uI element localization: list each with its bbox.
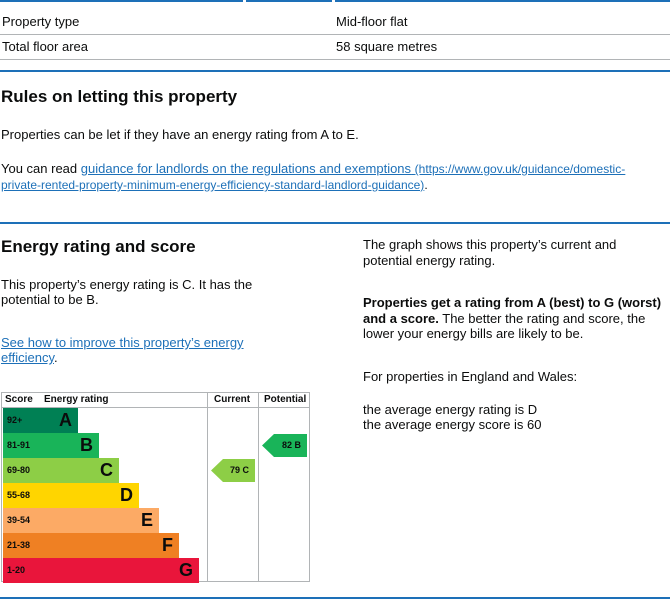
arrow-label: 79 C <box>229 465 249 475</box>
rating-text-1: This property’s energy rating is C. It h… <box>1 277 253 292</box>
region-note: For properties in England and Wales: <box>363 369 578 384</box>
para-text: You can read <box>1 161 81 176</box>
rating-band-d: 55-68 D <box>3 483 139 508</box>
link-url: private-rented-property-minimum-energy-e… <box>1 178 425 192</box>
landlord-guidance-link[interactable]: guidance for landlords on the regulation… <box>81 161 625 176</box>
arrow-label: 82 B <box>281 440 301 450</box>
band-score-range: 39-54 <box>7 515 31 525</box>
band-letter: C <box>100 460 113 480</box>
energy-rating-chart: Score Energy rating Current Potential 92… <box>1 392 310 583</box>
para-text: . <box>54 350 58 365</box>
band-score-range: 69-80 <box>7 465 31 475</box>
band-letter: E <box>140 510 153 530</box>
rating-band-f: 21-38 F <box>3 533 179 558</box>
landlord-guidance-link-cont[interactable]: private-rented-property-minimum-energy-e… <box>1 178 424 192</box>
improve-line-1: See how to improve this property’s energ… <box>1 335 244 351</box>
para-text: The better the rating and score, the <box>438 311 646 326</box>
chart-column-divider <box>258 393 259 581</box>
row-label: Property type <box>2 14 80 29</box>
band-score-range: 1-20 <box>7 565 26 575</box>
graph-desc-1: The graph shows this property’s current … <box>363 237 617 252</box>
table-top-border <box>0 0 243 2</box>
band-letter: F <box>162 535 173 555</box>
band-letter: B <box>80 435 93 455</box>
chart-header-rating: Energy rating <box>44 394 109 405</box>
letting-para-2-cont: private-rented-property-minimum-energy-e… <box>1 177 669 193</box>
average-score: the average energy score is 60 <box>363 417 542 432</box>
chart-column-divider <box>207 393 208 581</box>
letting-heading: Rules on letting this property <box>1 87 238 106</box>
band-score-range: 55-68 <box>7 490 31 500</box>
improve-line-2: efficiency. <box>1 350 58 366</box>
rating-text-2: potential to be B. <box>1 292 99 307</box>
rating-explain-2: and a score. The better the rating and s… <box>363 311 645 327</box>
graph-desc-2: potential energy rating. <box>363 253 496 268</box>
rating-band-e: 39-54 E <box>3 508 159 533</box>
potential-rating-arrow: 82 B <box>262 434 307 457</box>
section-divider <box>0 597 670 599</box>
section-divider <box>0 70 670 72</box>
band-score-range: 92+ <box>7 415 23 425</box>
rating-explain-3: lower your energy bills are likely to be… <box>363 326 584 341</box>
row-divider <box>0 34 670 35</box>
band-score-range: 21-38 <box>7 540 31 550</box>
link-text: guidance for landlords on the regulation… <box>80 161 412 176</box>
section-divider <box>0 222 670 224</box>
row-value: Mid-floor flat <box>336 14 408 29</box>
band-score-range: 81-91 <box>7 440 31 450</box>
chart-header-score: Score <box>5 394 33 405</box>
average-rating: the average energy rating is D <box>363 402 538 417</box>
row-label: Total floor area <box>2 39 88 54</box>
chart-header-divider <box>2 407 309 408</box>
table-top-border <box>335 0 670 2</box>
rating-band-g: 1-20 G <box>3 558 199 583</box>
chart-header-potential: Potential <box>264 394 307 405</box>
row-value: 58 square metres <box>336 39 438 54</box>
bold-text: and a score. <box>363 311 439 326</box>
chart-header-current: Current <box>214 394 251 405</box>
table-top-border <box>246 0 332 2</box>
rating-band-c: 69-80 C <box>3 458 119 483</box>
improve-efficiency-link-cont[interactable]: efficiency <box>1 350 54 365</box>
band-letter: G <box>178 560 193 580</box>
current-rating-arrow: 79 C <box>211 459 255 482</box>
link-url: (https://www.gov.uk/guidance/domestic- <box>414 162 626 176</box>
improve-efficiency-link[interactable]: See how to improve this property’s energ… <box>1 335 244 350</box>
para-text: . <box>424 178 428 192</box>
row-divider <box>0 59 670 60</box>
band-letter: A <box>59 410 72 430</box>
rating-explain-1: Properties get a rating from A (best) to… <box>363 295 662 310</box>
energy-heading: Energy rating and score <box>1 237 196 256</box>
rating-band-b: 81-91 B <box>3 433 99 458</box>
letting-para-1: Properties can be let if they have an en… <box>1 127 359 142</box>
letting-para-2: You can read guidance for landlords on t… <box>1 161 669 177</box>
rating-band-a: 92+ A <box>3 408 78 433</box>
band-letter: D <box>120 485 133 505</box>
